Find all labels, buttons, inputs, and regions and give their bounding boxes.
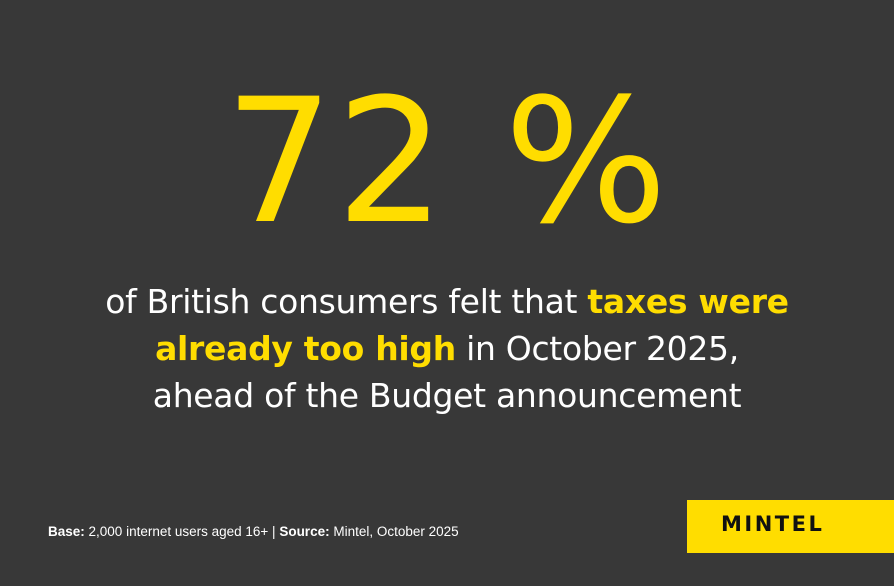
source-text: Mintel, October 2025 <box>329 524 459 539</box>
logo-text: MINTEL <box>721 512 825 536</box>
description-text: in October 2025, <box>455 329 739 368</box>
source-label: Source: <box>279 524 330 539</box>
mintel-logo: MINTEL <box>687 500 894 553</box>
base-label: Base: <box>48 524 85 539</box>
statistic-description: of British consumers felt that taxes wer… <box>0 278 894 419</box>
base-text: 2,000 internet users aged 16+ | <box>84 524 280 539</box>
headline-statistic: 72 % <box>224 61 670 262</box>
description-text: ahead of the Budget announcement <box>152 376 742 415</box>
description-text: of British consumers felt that <box>105 282 588 321</box>
description-highlight: already too high <box>155 329 456 368</box>
description-highlight: taxes were <box>587 282 789 321</box>
source-footnote: Base: 2,000 internet users aged 16+ | So… <box>48 524 459 539</box>
